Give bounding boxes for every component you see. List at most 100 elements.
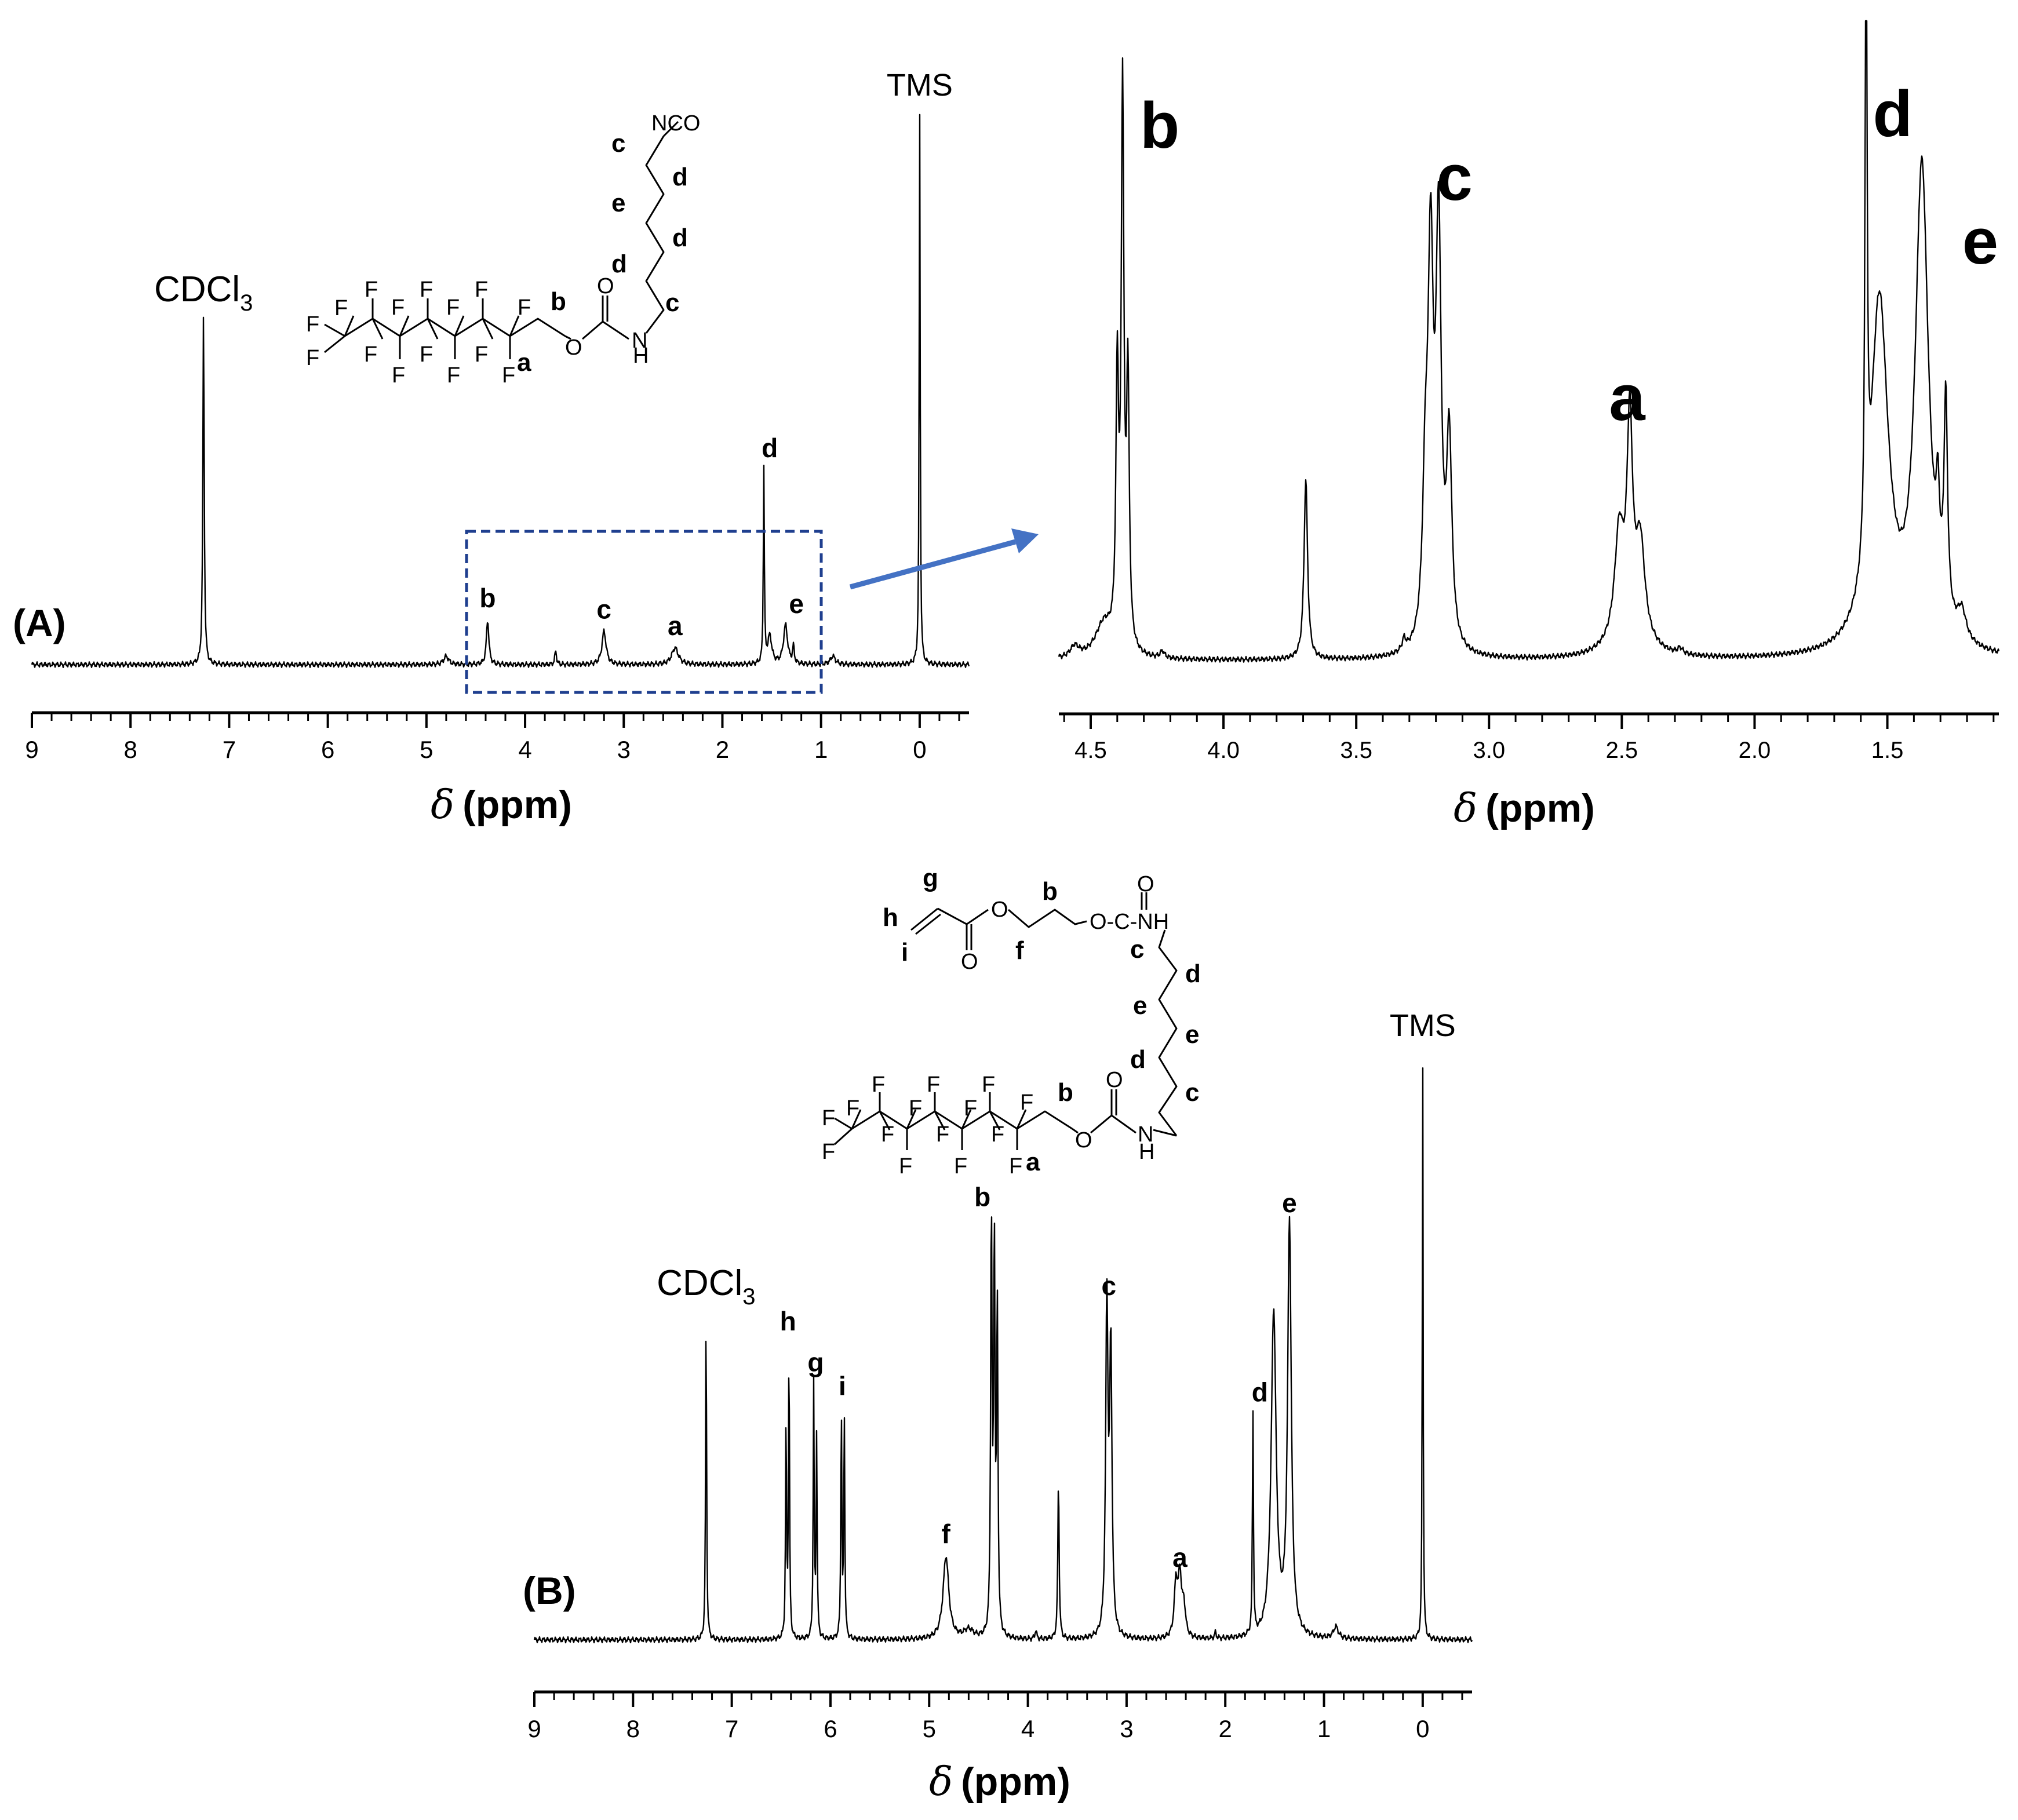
x-tick-label: 7 [725,1715,738,1742]
structure-a-fluoro-chain [344,318,566,337]
structure-b-acrylate-labels: g h i b f [883,864,1058,966]
structure-b-carbamate: O-C-NH [1090,910,1169,934]
svg-text:F: F [475,342,488,367]
structure-b-chain-labels: c d e e d c [1130,935,1201,1107]
svg-text:F: F [392,363,405,388]
peak-label-d: d [1873,78,1913,150]
x-tick-label: 1 [814,736,828,763]
svg-text:c: c [1130,935,1144,964]
structure-b-label-b: b [1058,1078,1073,1107]
peak-label-e: e [1282,1188,1297,1218]
svg-text:F: F [446,296,460,320]
structure-a-label-a: a [517,348,531,377]
svg-text:F: F [475,278,488,302]
spectrum-trace-a-zoom [1058,20,2000,663]
peak-label-c: c [1101,1271,1116,1301]
svg-text:c: c [665,289,679,317]
svg-text:c: c [611,129,625,158]
svg-text:d: d [1130,1045,1146,1074]
peak-label-d: d [762,433,778,463]
panel-a-spectrum [31,114,970,669]
x-tick-label: 1 [1317,1715,1331,1742]
peak-label-e: e [789,589,804,619]
panel-a-zoom-spectrum [1058,20,2000,663]
peak-label-d: d [1252,1377,1268,1407]
structure-b-cf-bonds [833,1092,1027,1150]
structure-a-alkyl-chain [645,136,665,334]
x-tick-label: 9 [527,1715,541,1742]
svg-text:i: i [901,938,908,966]
svg-text:F: F [306,312,319,337]
peak-label-e: e [1962,205,1998,278]
svg-text:F: F [391,296,405,320]
structure-a-amine-h: H [633,344,649,368]
svg-text:F: F [872,1073,885,1097]
structure-b-label-a: a [1026,1148,1040,1176]
svg-text:F: F [518,296,531,320]
svg-text:F: F [822,1140,835,1164]
svg-text:F: F [954,1154,967,1179]
structure-b-alkyl-chain [1158,929,1178,1136]
x-tick-label: 1.5 [1871,738,1904,763]
structure-a-amine-n: N [632,329,647,353]
x-tick-label: 2.5 [1606,738,1638,763]
svg-text:F: F [420,278,433,302]
x-tick-label: 8 [626,1715,640,1742]
svg-text:F: F [420,342,433,367]
svg-text:F: F [822,1106,835,1130]
svg-text:F: F [502,363,515,388]
panel-a-zoom-x-axis-title: δ (ppm) [1454,786,1595,831]
x-tick-label: 9 [25,736,38,763]
structure-a-ester-o: O [565,335,582,360]
structure-b-amine-n: N [1138,1122,1153,1147]
structure-a-fluorine-atoms: F F F F F F F F F F F F F F F [306,278,531,388]
svg-text:F: F [365,278,378,302]
svg-text:f: f [1015,936,1024,965]
spectrum-trace-a [31,114,970,669]
svg-text:b: b [1042,877,1058,906]
panel-a-peak-labels: CDCl3 b c a d e TMS [154,68,953,641]
x-tick-label: 8 [124,736,137,763]
peak-label-h: h [780,1306,796,1336]
x-tick-label: 4 [518,736,531,763]
peak-label-c: c [1437,141,1473,214]
svg-text:F: F [909,1096,922,1121]
peak-label-c: c [596,594,611,624]
structure-b-ester-o: O [991,898,1008,922]
structure-a-ester-bonds [564,335,571,340]
structure-b-carbamate-o: O [1137,872,1154,896]
structure-a-chain-labels: c d e d d c [611,129,688,317]
x-tick-label: 4.0 [1207,738,1240,763]
x-tick-label: 3 [617,736,631,763]
svg-text:F: F [982,1073,995,1097]
svg-text:F: F [1009,1154,1022,1179]
x-tick-label: 4 [1021,1715,1035,1742]
peak-label-b: b [1140,89,1179,162]
panel-b-spectrum [533,1067,1473,1644]
x-tick-label: 0 [913,736,926,763]
panel-a-x-axis: 9 8 7 6 5 4 3 2 1 0 [25,711,969,763]
x-tick-label: 0 [1416,1715,1429,1742]
structure-b-carbonyl-o2: O [1106,1068,1123,1092]
panel-a-x-axis-title: δ (ppm) [431,782,572,828]
structure-a-label-b: b [551,287,566,316]
svg-text:e: e [1133,991,1147,1020]
peak-label-b: b [974,1182,990,1212]
x-tick-label: 2.0 [1739,738,1771,763]
svg-text:F: F [364,342,377,367]
svg-text:h: h [883,903,898,932]
panel-a: CDCl3 b c a d e TMS 9 8 7 6 5 4 3 2 1 0 (A) δ (ppm) [13,68,1039,828]
svg-text:g: g [923,864,938,892]
svg-text:F: F [881,1122,894,1147]
svg-text:F: F [306,346,319,370]
svg-text:F: F [899,1154,912,1179]
peak-label-g: g [807,1347,824,1377]
svg-text:e: e [1185,1020,1199,1049]
svg-text:F: F [334,296,348,320]
panel-b-x-axis: 9 8 7 6 5 4 3 2 1 0 [527,1690,1472,1742]
structure-a: F F F F F F F F F F F F F F F b a O [306,111,700,388]
svg-text:F: F [927,1073,940,1097]
x-tick-label: 2 [1219,1715,1232,1742]
panel-b-x-axis-title: δ (ppm) [929,1759,1070,1805]
